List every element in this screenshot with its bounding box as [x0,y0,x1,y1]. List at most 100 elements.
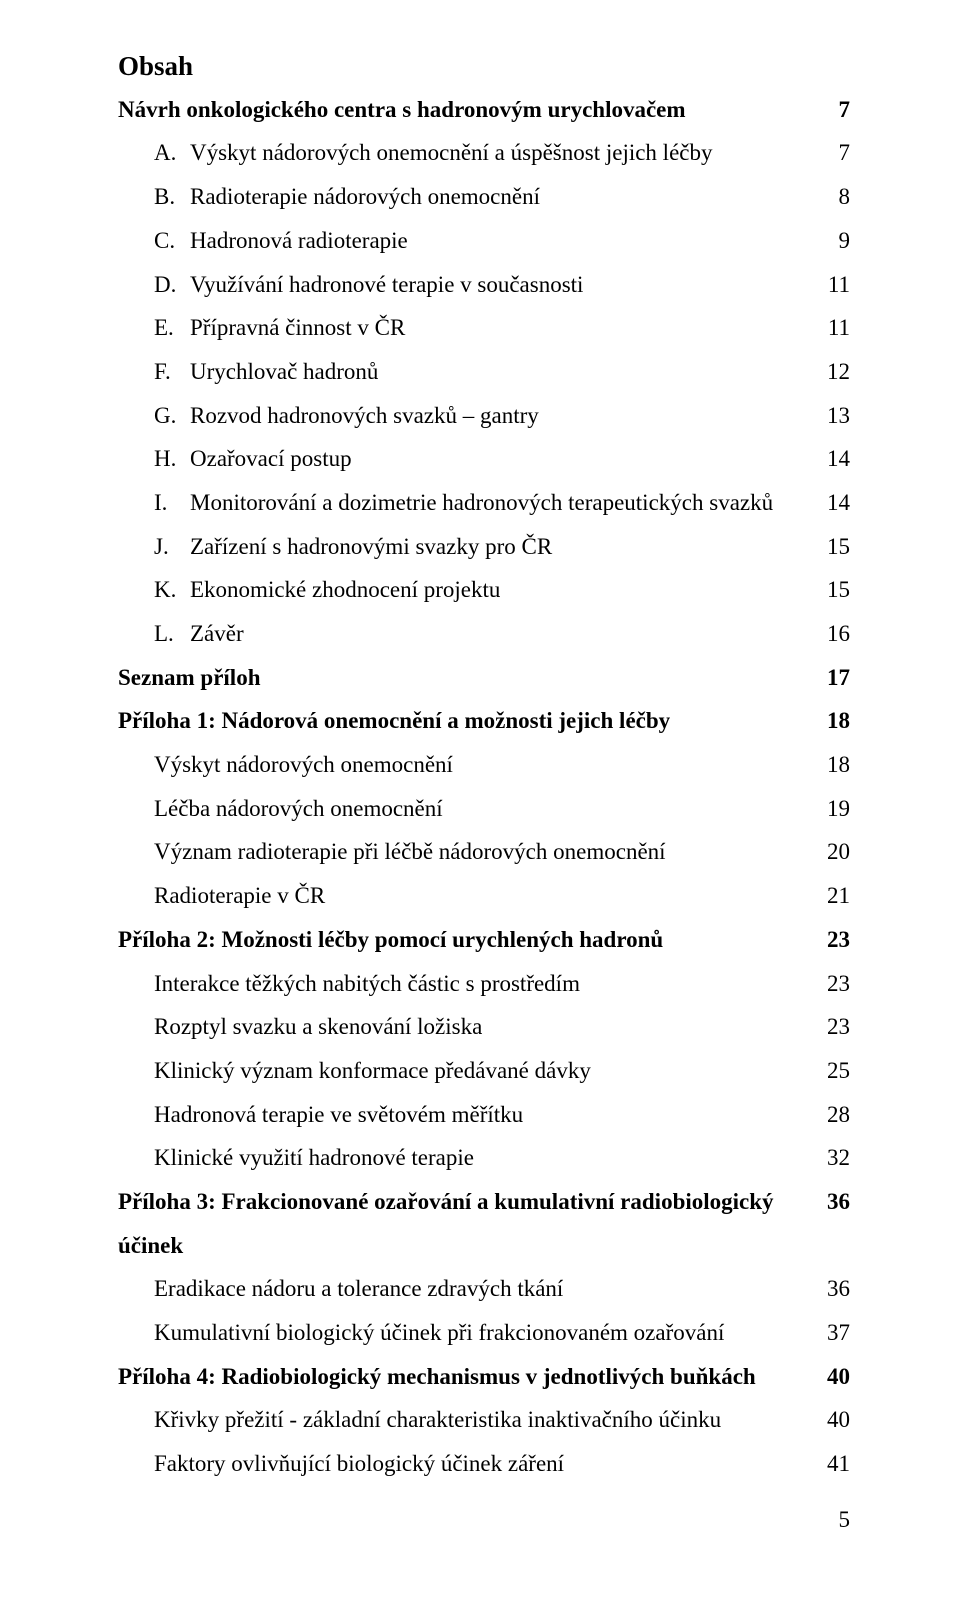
toc-entry-label: Léčba nádorových onemocnění [118,787,811,831]
toc-entry-text: Seznam příloh [118,665,260,690]
toc-entry: Význam radioterapie při léčbě nádorových… [118,830,850,874]
toc-entry: I.Monitorování a dozimetrie hadronových … [118,481,850,525]
toc-entry-page: 14 [811,437,850,481]
toc-entry-page: 37 [811,1311,850,1355]
toc-heading: Obsah [118,48,850,86]
document-page: Obsah Návrh onkologického centra s hadro… [0,0,960,1600]
toc-entry: Příloha 1: Nádorová onemocnění a možnost… [118,699,850,743]
toc-entry-text: Faktory ovlivňující biologický účinek zá… [154,1451,564,1476]
toc-entry-page: 25 [811,1049,850,1093]
toc-entry-page: 8 [823,175,851,219]
toc-entry-text: Interakce těžkých nabitých částic s pros… [154,971,580,996]
toc-entry: D.Využívání hadronové terapie v současno… [118,263,850,307]
toc-entry-marker: D. [154,263,190,307]
toc-entry-page: 16 [811,612,850,656]
toc-entry-label: Klinické využití hadronové terapie [118,1136,811,1180]
toc-entry-marker: L. [154,612,190,656]
toc-entry: Klinický význam konformace předávané dáv… [118,1049,850,1093]
toc-entry-text: Příloha 4: Radiobiologický mechanismus v… [118,1364,756,1389]
toc-entry-page: 7 [823,131,851,175]
toc-entry: Příloha 4: Radiobiologický mechanismus v… [118,1355,850,1399]
toc-entry-page: 36 [811,1180,850,1224]
toc-entry-text: Závěr [190,621,244,646]
toc-entry-page: 15 [811,568,850,612]
toc-entry-label: K.Ekonomické zhodnocení projektu [118,568,811,612]
toc-entry-page: 18 [811,743,850,787]
toc-entry-label: Eradikace nádoru a tolerance zdravých tk… [118,1267,811,1311]
toc-entry: L.Závěr 16 [118,612,850,656]
toc-entry-marker: B. [154,175,190,219]
toc-entry-text: Křivky přežití - základní charakteristik… [154,1407,721,1432]
page-number: 5 [839,1498,851,1542]
toc-entry: Radioterapie v ČR21 [118,874,850,918]
toc-entry-label: Radioterapie v ČR [118,874,811,918]
toc-entry-page: 12 [811,350,850,394]
toc-entry: Léčba nádorových onemocnění 19 [118,787,850,831]
toc-entry-text: Příloha 2: Možnosti léčby pomocí urychle… [118,927,663,952]
toc-entry-label: D.Využívání hadronové terapie v současno… [118,263,812,307]
toc-entry-text: Urychlovač hadronů [190,359,378,384]
toc-entry: H.Ozařovací postup 14 [118,437,850,481]
toc-entry-label: Klinický význam konformace předávané dáv… [118,1049,811,1093]
toc-entry-label: Faktory ovlivňující biologický účinek zá… [118,1442,811,1486]
toc-entry: Eradikace nádoru a tolerance zdravých tk… [118,1267,850,1311]
toc-entry-label: Seznam příloh [118,656,811,700]
toc-entry: J.Zařízení s hadronovými svazky pro ČR15 [118,525,850,569]
toc-entry-marker: I. [154,481,190,525]
toc-entry-page: 19 [811,787,850,831]
toc-entry: A.Výskyt nádorových onemocnění a úspěšno… [118,131,850,175]
toc-entry-text: Využívání hadronové terapie v současnost… [190,272,583,297]
toc-entry: Faktory ovlivňující biologický účinek zá… [118,1442,850,1486]
toc-entry-label: J.Zařízení s hadronovými svazky pro ČR [118,525,811,569]
toc-entry-text: Radioterapie nádorových onemocnění [190,184,540,209]
toc-entry-marker: H. [154,437,190,481]
toc-entry-label: Hadronová terapie ve světovém měřítku [118,1093,811,1137]
toc-entry-text: Návrh onkologického centra s hadronovým … [118,97,686,122]
toc-entry-marker: J. [154,525,190,569]
toc-entry-marker: A. [154,131,190,175]
toc-entry-text: Klinické využití hadronové terapie [154,1145,474,1170]
toc-entry-text: Monitorování a dozimetrie hadronových te… [190,490,773,515]
toc-entry: G.Rozvod hadronových svazků – gantry13 [118,394,850,438]
toc-entry-text: Přípravná činnost v ČR [190,315,405,340]
toc-entry-text: Léčba nádorových onemocnění [154,796,443,821]
toc-entry: Interakce těžkých nabitých částic s pros… [118,962,850,1006]
toc-entry: E.Přípravná činnost v ČR11 [118,306,850,350]
toc-entry-page: 18 [811,699,850,743]
toc-entry-page: 20 [811,830,850,874]
toc-entry-page: 13 [811,394,850,438]
toc-entry-text: Příloha 1: Nádorová onemocnění a možnost… [118,708,670,733]
toc-entry: Výskyt nádorových onemocnění18 [118,743,850,787]
toc-entry-page: 9 [823,219,851,263]
toc-entry: C.Hadronová radioterapie9 [118,219,850,263]
toc-entry-label: Interakce těžkých nabitých částic s pros… [118,962,811,1006]
toc-entry-label: A.Výskyt nádorových onemocnění a úspěšno… [118,131,823,175]
toc-entry-text: Příloha 3: Frakcionované ozařování a kum… [118,1189,774,1258]
toc-entry-marker: K. [154,568,190,612]
toc-entry: K.Ekonomické zhodnocení projektu15 [118,568,850,612]
toc-entry-label: F.Urychlovač hadronů [118,350,811,394]
toc-entry-page: 23 [811,918,850,962]
toc-entry: Křivky přežití - základní charakteristik… [118,1398,850,1442]
toc-entry: Klinické využití hadronové terapie32 [118,1136,850,1180]
toc-entry-page: 11 [812,306,850,350]
toc-entry-text: Význam radioterapie při léčbě nádorových… [154,839,666,864]
toc-entry-label: B.Radioterapie nádorových onemocnění [118,175,823,219]
toc-entry-text: Eradikace nádoru a tolerance zdravých tk… [154,1276,563,1301]
toc-entry: Rozptyl svazku a skenování ložiska23 [118,1005,850,1049]
toc-entry-text: Ozařovací postup [190,446,352,471]
toc-entry-page: 36 [811,1267,850,1311]
toc-entry-label: Význam radioterapie při léčbě nádorových… [118,830,811,874]
toc-entry-page: 41 [811,1442,850,1486]
toc-entry-text: Rozvod hadronových svazků – gantry [190,403,539,428]
toc-entry: Seznam příloh17 [118,656,850,700]
toc-entry-label: C.Hadronová radioterapie [118,219,823,263]
toc-entry-marker: F. [154,350,190,394]
toc-entry-page: 21 [811,874,850,918]
toc-entry-label: G.Rozvod hadronových svazků – gantry [118,394,811,438]
toc-entry-page: 7 [823,88,851,132]
toc-entry-marker: C. [154,219,190,263]
toc-entry-label: Příloha 2: Možnosti léčby pomocí urychle… [118,918,811,962]
toc-entry-text: Kumulativní biologický účinek při frakci… [154,1320,724,1345]
toc-entry-label: Návrh onkologického centra s hadronovým … [118,88,823,132]
